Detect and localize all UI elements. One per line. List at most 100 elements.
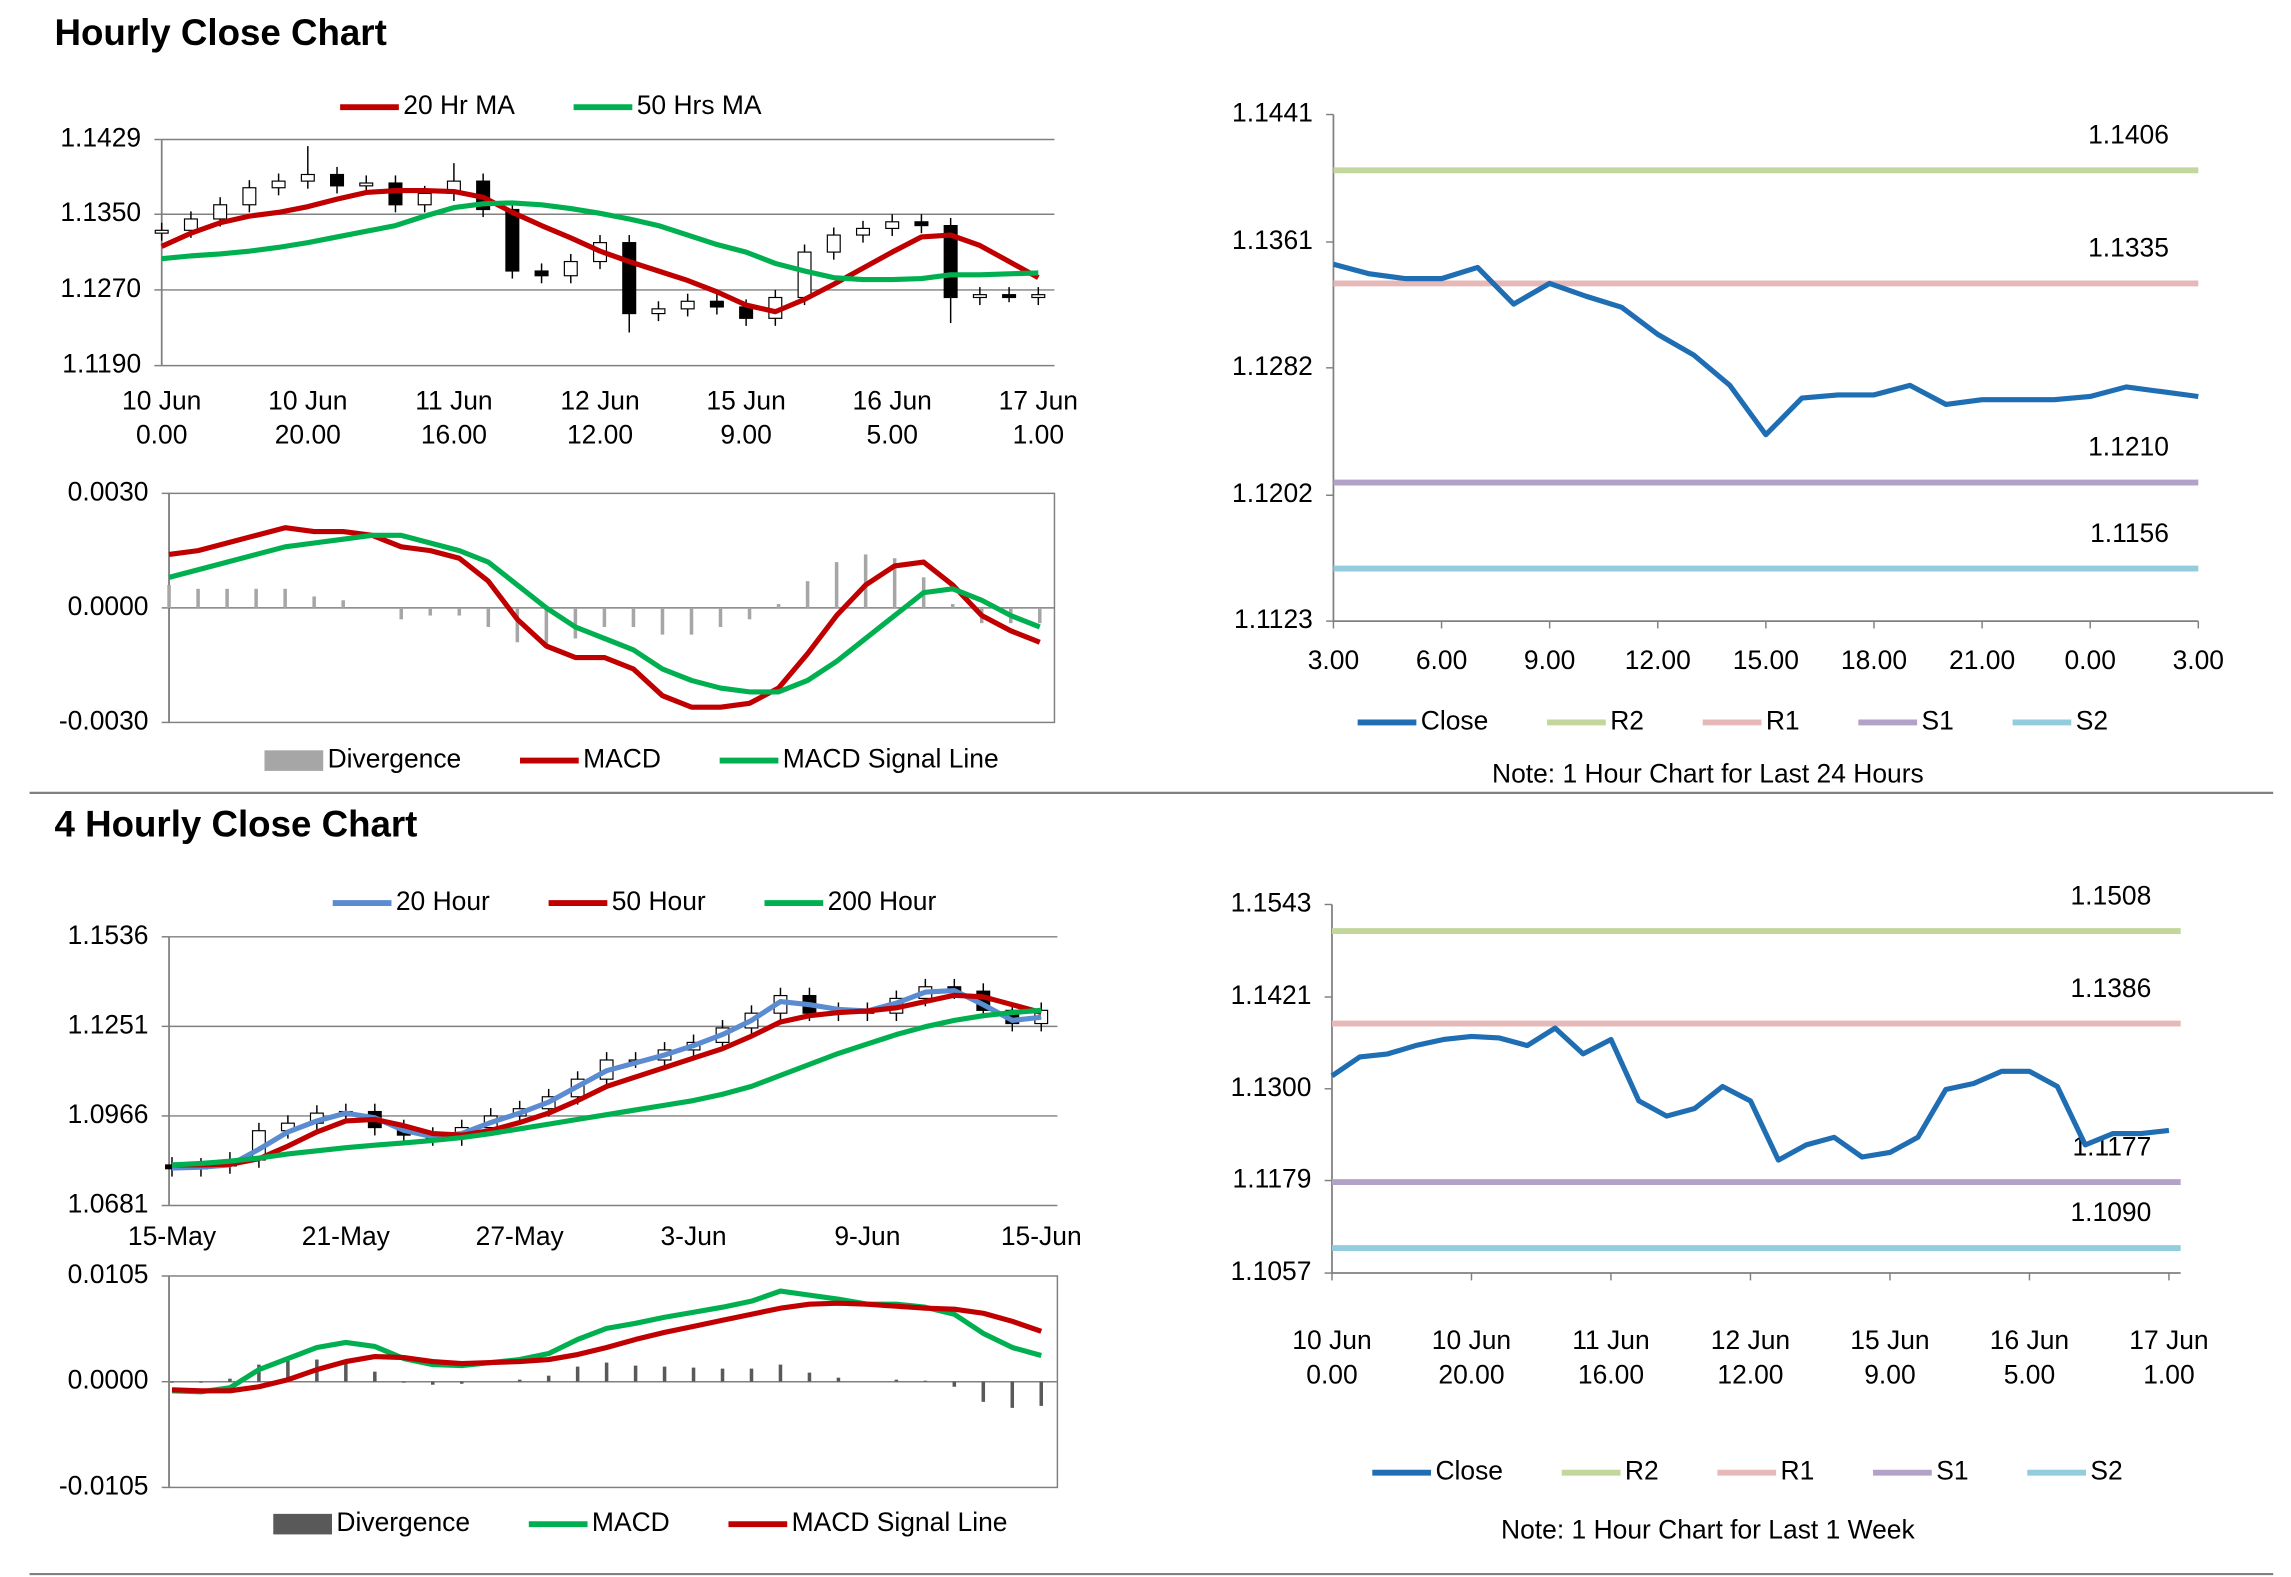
x-tick-label: 12.00	[1625, 645, 1691, 675]
candle-body	[943, 225, 958, 299]
divergence-bar	[167, 584, 171, 608]
divergence-bar	[691, 1367, 696, 1382]
level-label: 1.1508	[2070, 880, 2151, 910]
candle-body	[534, 270, 549, 277]
divergence-bar	[662, 1366, 667, 1382]
divergence-bar	[834, 562, 839, 608]
divergence-bar	[604, 1362, 609, 1382]
y-tick-label: 1.1202	[1232, 478, 1313, 508]
legend-label: 20 Hr MA	[403, 90, 515, 120]
x-tick-label: 15-Jun	[1001, 1221, 1082, 1251]
x-tick-label: 6.00	[1416, 645, 1467, 675]
x-tick-label: 27-May	[476, 1221, 565, 1251]
legend: Close R2 R1 S1 S2	[1372, 1456, 2123, 1486]
candle-body	[1002, 294, 1017, 299]
divergence-bar	[950, 604, 955, 608]
series-line	[171, 987, 1042, 1171]
divergence-bar	[573, 607, 578, 639]
y-tick-label: 1.1543	[1231, 887, 1312, 917]
chart: 1.1190 1.1270 1.1350 1.1429 10 Jun 0.00 10 Jun…	[60, 90, 1078, 449]
legend: 20 Hour 50 Hour 200 Hour	[332, 886, 937, 916]
divergence-bar	[459, 1381, 464, 1384]
divergence-bar	[631, 607, 636, 627]
divergence-bar	[312, 596, 316, 608]
divergence-bar	[952, 1381, 957, 1387]
candle-body	[972, 294, 987, 299]
divergence-bar	[778, 1364, 783, 1382]
y-tick-label: -0.0105	[59, 1470, 149, 1500]
series-line	[168, 525, 1041, 710]
section-title: Hourly Close Chart	[55, 12, 387, 53]
x-tick-label: 9-Jun	[834, 1221, 900, 1251]
legend-label: S2	[2076, 705, 2108, 735]
legend: 20 Hr MA 50 Hrs MA	[340, 90, 762, 120]
divergence-bar	[660, 607, 665, 635]
divergence-bar	[402, 1381, 406, 1383]
y-tick-label: 1.1251	[68, 1009, 149, 1039]
legend-label: Divergence	[336, 1507, 470, 1537]
legend-label: Close	[1421, 705, 1489, 735]
candle-body	[242, 187, 257, 206]
divergence-bar	[863, 554, 868, 608]
x-tick-label: 16 Jun 5.00	[1990, 1325, 2069, 1389]
divergence-bar	[399, 607, 404, 620]
chart: 1.1123 1.1202 1.1282 1.1361 1.1441 3.00 6.00 9.…	[1232, 98, 2224, 789]
x-tick-label: 11 Jun 16.00	[415, 385, 492, 449]
divergence-bar	[257, 1364, 261, 1382]
series-line	[161, 200, 1039, 283]
candle-body	[388, 182, 403, 206]
divergence-bar	[225, 588, 229, 608]
legend-label: Close	[1435, 1456, 1503, 1486]
x-tick-label: 17 Jun 1.00	[999, 385, 1078, 449]
divergence-bar	[805, 581, 810, 608]
x-tick-label: 12 Jun 12.00	[1711, 1325, 1790, 1389]
x-tick-label: 3.00	[1308, 645, 1359, 675]
legend-label: 200 Hour	[828, 886, 937, 916]
divergence-bar	[341, 600, 345, 608]
legend-swatch	[273, 1513, 333, 1535]
candle-body	[183, 218, 198, 231]
legend-label: 20 Hour	[396, 886, 490, 916]
section-title: 4 Hourly Close Chart	[55, 803, 418, 844]
x-tick-label: 0.00	[2064, 645, 2115, 675]
legend: Divergence MACD MACD Signal Line	[273, 1507, 1008, 1537]
candle-body	[622, 242, 637, 315]
note: Note: 1 Hour Chart for Last 1 Week	[1501, 1514, 1915, 1544]
divergence-bar	[689, 607, 694, 635]
divergence-bar	[602, 607, 607, 627]
y-tick-label: 1.1441	[1232, 98, 1313, 128]
x-tick-label: 9.00	[1524, 645, 1575, 675]
divergence-bar	[1039, 1381, 1044, 1406]
y-tick-label: 0.0000	[68, 591, 149, 621]
candle-body	[885, 221, 900, 230]
divergence-bar	[486, 607, 491, 627]
divergence-bar	[517, 1379, 522, 1382]
candle-body	[563, 260, 578, 277]
candle-body	[797, 251, 812, 299]
x-tick-label: 10 Jun 20.00	[268, 385, 347, 449]
legend-label: R2	[1610, 705, 1644, 735]
chart: -0.0105 0.0000 0.0105 Divergence MACD MACD Si…	[59, 1259, 1059, 1537]
divergence-bar	[1010, 1381, 1015, 1408]
x-tick-label: 15 Jun 9.00	[1850, 1325, 1929, 1389]
candle-body	[154, 229, 169, 234]
x-tick-label: 17 Jun 1.00	[2129, 1325, 2208, 1389]
legend-label: S1	[1922, 705, 1954, 735]
divergence-bar	[892, 558, 897, 608]
level-label: 1.1156	[2090, 518, 2169, 548]
y-tick-label: 0.0030	[68, 476, 149, 506]
note: Note: 1 Hour Chart for Last 24 Hours	[1492, 758, 1924, 788]
candle-body	[300, 173, 315, 182]
legend-swatch	[264, 750, 324, 771]
y-tick-label: 1.1429	[60, 122, 141, 152]
y-tick-label: 1.1536	[68, 920, 149, 950]
x-tick-label: 18.00	[1841, 645, 1907, 675]
y-tick-label: 0.0105	[68, 1259, 149, 1289]
candle-body	[359, 182, 374, 187]
series-line	[171, 1300, 1043, 1394]
divergence-bar	[923, 1380, 928, 1382]
divergence-bar	[373, 1371, 377, 1382]
divergence-bar	[807, 1372, 812, 1382]
legend-label: MACD Signal Line	[783, 744, 999, 774]
y-tick-label: 1.1421	[1231, 980, 1312, 1010]
